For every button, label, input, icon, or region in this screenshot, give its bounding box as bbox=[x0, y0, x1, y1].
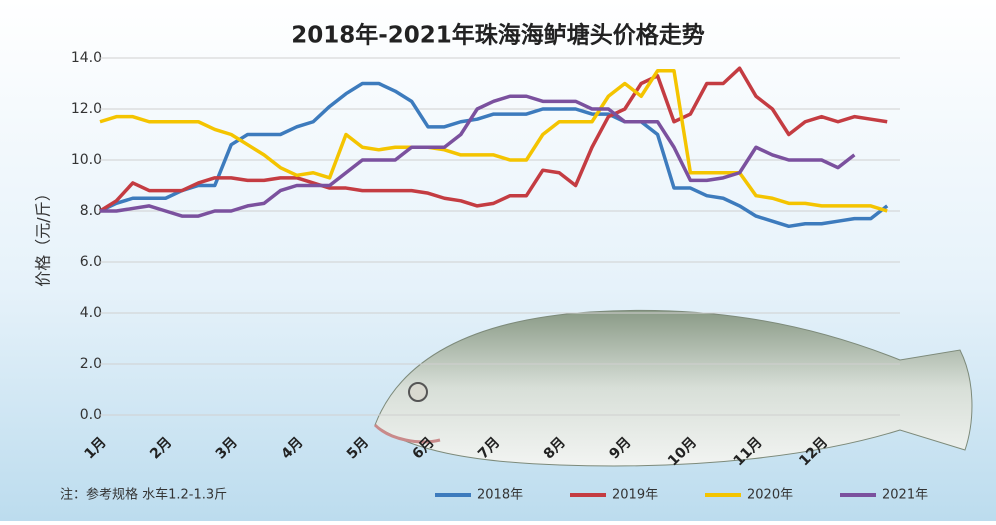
legend-label: 2019年 bbox=[612, 488, 658, 503]
legend-label: 2021年 bbox=[882, 488, 928, 503]
y-axis-label: 价格（元/斤） bbox=[34, 185, 53, 286]
y-tick-label: 10.0 bbox=[71, 152, 102, 168]
series-line bbox=[99, 69, 888, 213]
note: 注：参考规格 水车1.2-1.3斤 bbox=[60, 487, 227, 503]
plot-area: 2018年 2019年 2020年 2021年 bbox=[99, 66, 928, 503]
series-line bbox=[99, 81, 889, 229]
series-line bbox=[99, 66, 888, 213]
y-tick-label: 14.0 bbox=[71, 50, 102, 66]
y-tick-label: 4.0 bbox=[80, 305, 102, 321]
fish-illustration bbox=[373, 309, 973, 467]
y-tick-label: 8.0 bbox=[80, 203, 102, 219]
y-tick-label: 12.0 bbox=[71, 101, 102, 117]
y-tick-label: 6.0 bbox=[80, 254, 102, 270]
legend-label: 2020年 bbox=[747, 488, 793, 503]
chart-title: 2018年-2021年珠海海鲈塘头价格走势 bbox=[291, 22, 705, 49]
y-tick-label: 0.0 bbox=[80, 407, 102, 423]
series-line bbox=[100, 94, 856, 218]
y-tick-label: 2.0 bbox=[80, 356, 102, 372]
legend-label: 2018年 bbox=[477, 488, 523, 503]
